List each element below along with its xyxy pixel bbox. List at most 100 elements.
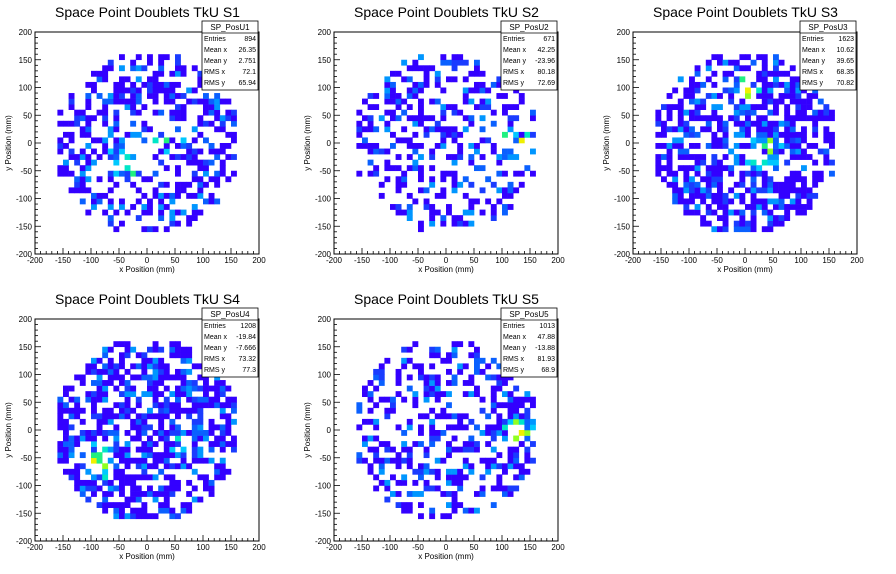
bin-cell [169,479,176,486]
bin-cell [163,54,170,61]
bin-cell [666,126,673,133]
bin-cell [446,446,452,453]
bin-cell [451,424,458,431]
bin-cell [474,65,480,72]
bin-cell [57,452,64,459]
stats-row-label: RMS x [503,356,525,363]
bin-cell [147,209,153,216]
bin-cell [462,424,469,431]
stats-row-value: -7.666 [236,345,256,352]
bin-cell [801,87,807,94]
bin-cell [750,104,757,110]
bin-cell [490,424,497,431]
bin-cell [113,385,120,392]
bin-cell [119,485,125,492]
bin-cell [711,170,718,177]
bin-cell [474,346,480,353]
bin-cell [175,385,181,392]
bin-cell [524,430,531,436]
x-axis-label: x Position (mm) [418,265,474,274]
bin-cell [795,148,802,155]
bin-cell [141,468,148,475]
y-tick-label: 50 [621,111,630,120]
bin-cell [479,474,486,481]
bin-cell [717,126,723,133]
bin-cell [191,176,198,183]
bin-cell [119,357,125,364]
bin-cell [163,204,170,210]
bin-cell [63,424,69,431]
bin-cell [362,137,368,144]
bin-cell [446,491,452,497]
bin-cell [63,391,69,397]
bin-cell [711,176,718,183]
bin-cell [457,131,464,138]
bin-cell [186,220,193,227]
bin-cell [446,474,452,481]
bin-cell [169,109,176,116]
bin-cell [124,176,131,183]
bin-cell [728,187,735,194]
bin-cell [124,430,131,436]
bin-cell [180,181,187,188]
bin-cell [689,198,695,205]
stats-row-value: -23.96 [535,58,555,65]
bin-cell [689,176,695,183]
bin-cell [429,98,436,105]
y-tick-label: 100 [19,84,33,93]
bin-cell [373,104,380,110]
bin-cell [513,407,520,414]
bin-cell [502,154,508,160]
bin-cell [373,424,380,431]
bin-cell [406,452,413,459]
stats-row-value: 47.88 [537,334,555,341]
bin-cell [208,441,215,447]
bin-cell [711,54,718,61]
bin-cell [705,76,712,83]
bin-cell [728,59,735,66]
bin-cell [152,368,159,375]
bin-cell [68,435,75,442]
bin-cell [655,159,662,166]
bin-cell [158,192,165,199]
bin-cell [700,187,707,194]
bin-cell [485,424,492,431]
bin-cell [147,363,153,370]
bin-cell [784,215,791,221]
x-axis-label: x Position (mm) [717,265,773,274]
bin-cell [197,424,204,431]
bin-cell [102,192,109,199]
bin-cell [451,104,458,110]
bin-cell [390,143,396,149]
bin-cell [401,396,408,403]
bin-cell [446,170,452,177]
bin-cell [423,446,430,453]
bin-cell [141,357,148,364]
x-tick-label: -150 [354,256,371,265]
bin-cell [197,192,204,199]
bin-cell [208,385,215,392]
bin-cell [795,131,802,138]
bin-cell [462,126,469,133]
bin-cell [795,143,802,149]
bin-cell [91,192,97,199]
bin-cell [689,76,695,83]
bin-cell [113,363,120,370]
bin-cell [63,159,69,166]
bin-cell [429,391,436,397]
bin-cell [823,104,830,110]
bin-cell [197,115,204,122]
bin-cell [462,220,469,227]
y-tick-label: -150 [16,509,33,518]
bin-cell [180,65,187,72]
bin-cell [429,380,436,386]
bin-cell [773,148,779,155]
bin-cell [423,463,430,470]
bin-cell [401,126,408,133]
stats-row-value: 65.94 [238,80,256,87]
bin-cell [74,159,81,166]
bin-cell [141,352,148,359]
bin-cell [418,98,424,105]
bin-cell [745,120,751,127]
bin-cell [169,474,176,481]
